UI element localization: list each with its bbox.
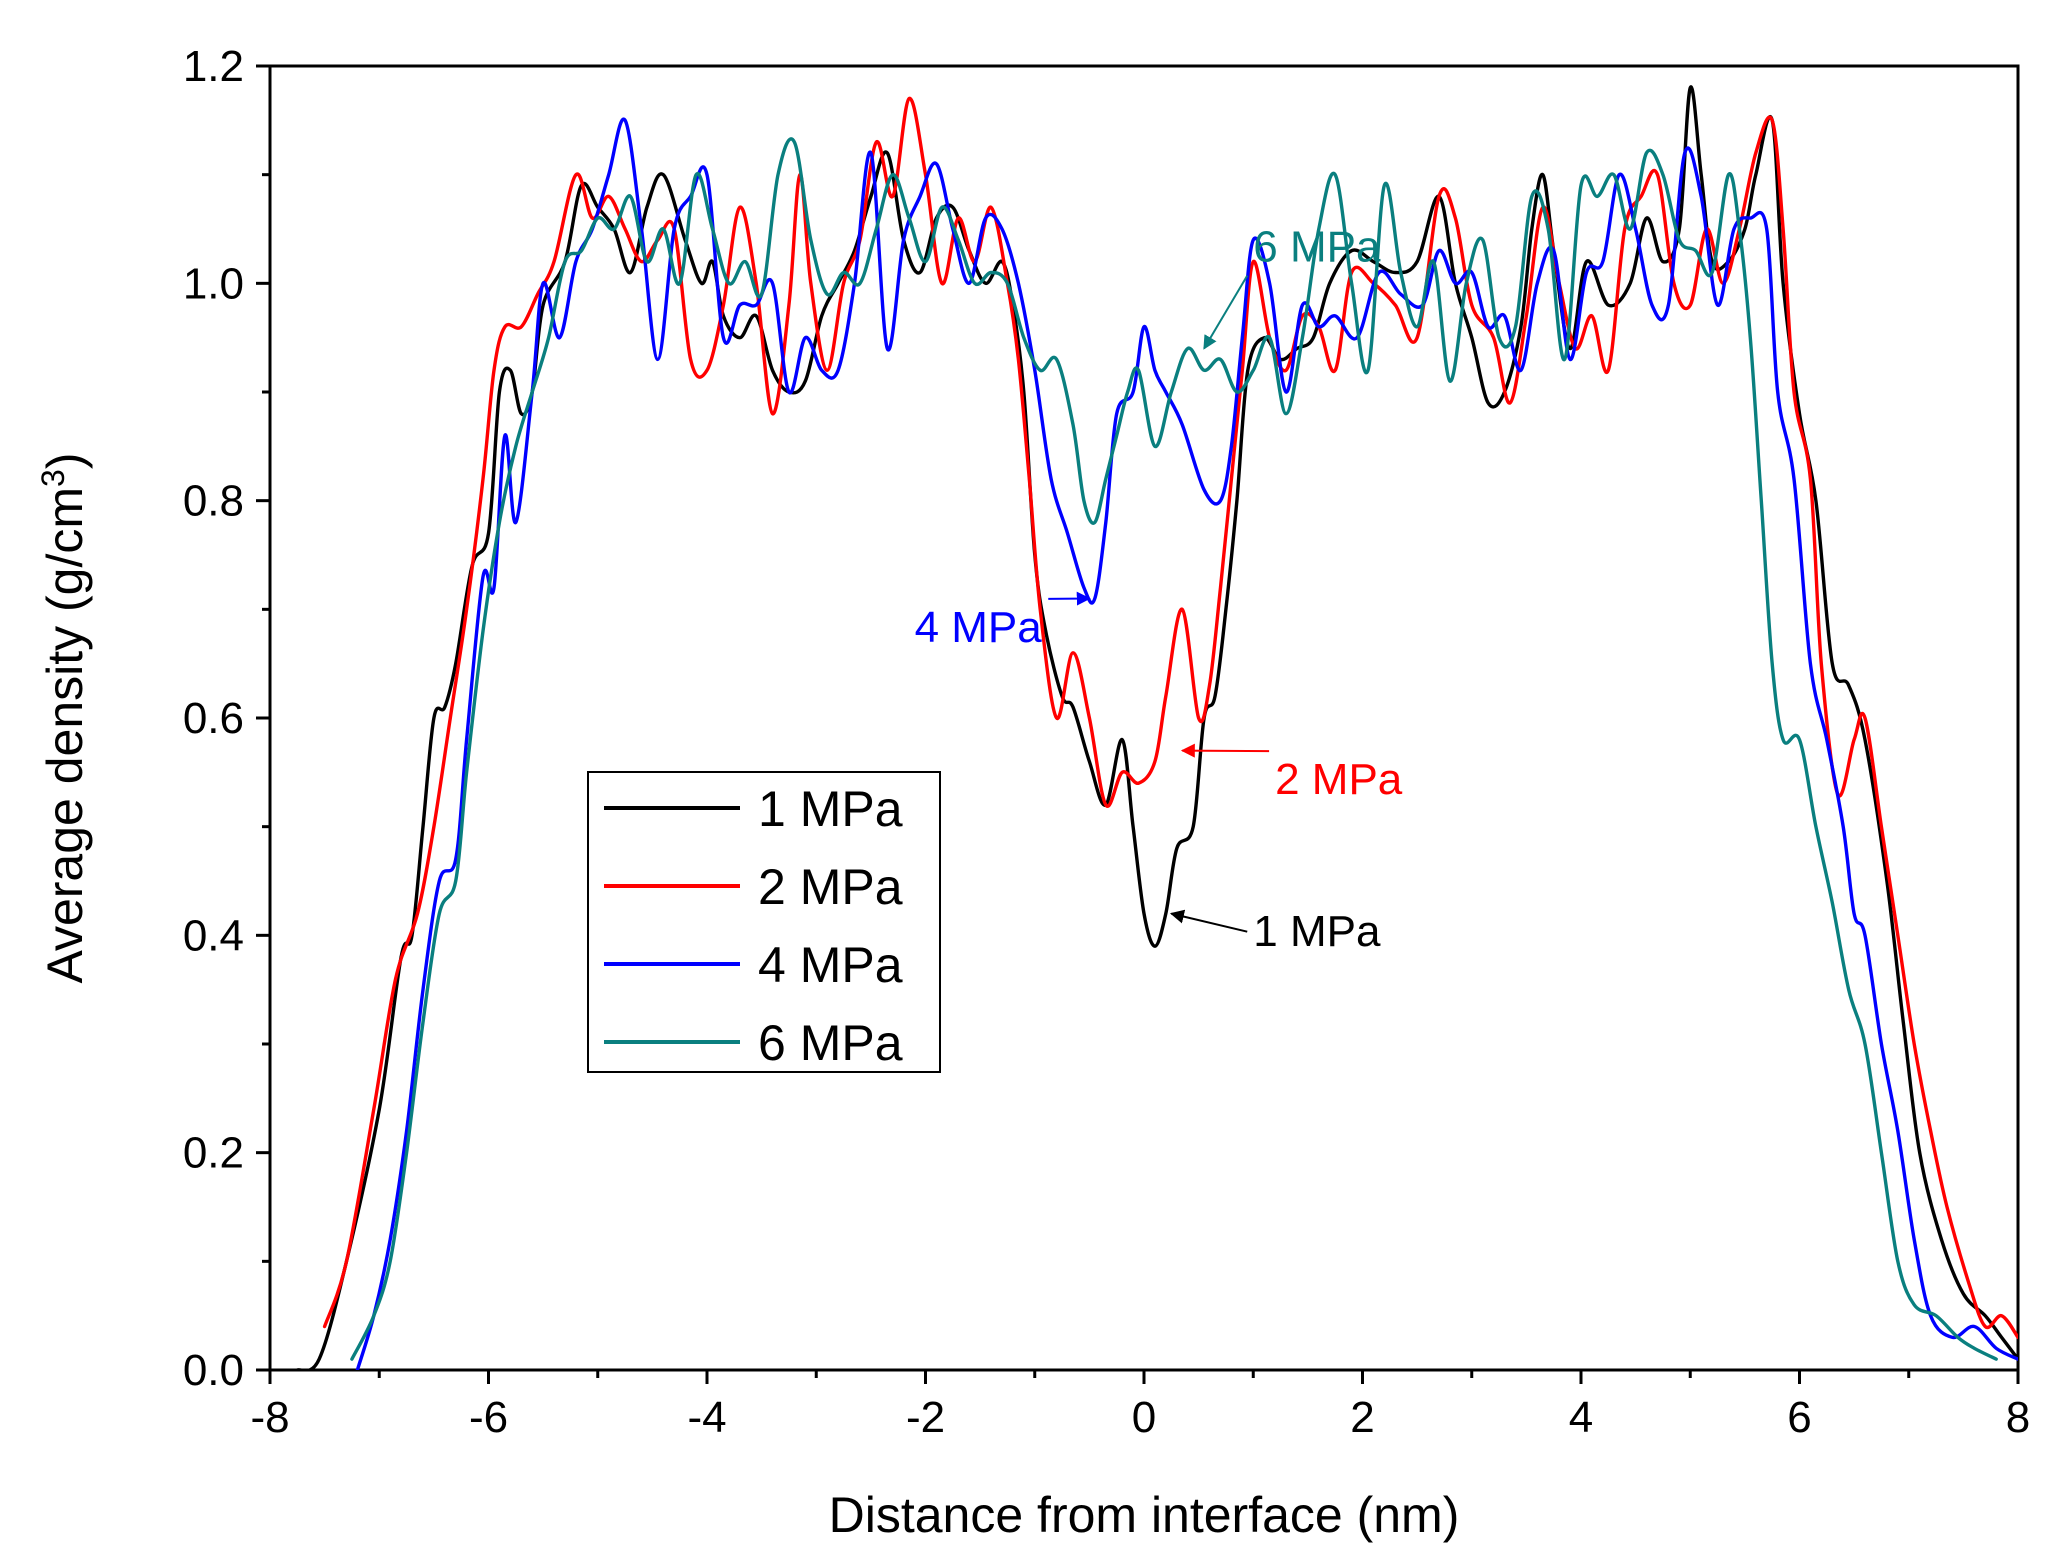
y-tick-label: 1.2 xyxy=(183,42,244,91)
series-line-4-mpa xyxy=(355,117,2018,1370)
series-lines xyxy=(295,85,2018,1370)
x-tick-label: -6 xyxy=(469,1393,508,1442)
y-tick-labels: 0.0 0.2 0.4 0.6 0.8 1.0 1.2 xyxy=(183,42,244,1395)
x-tick-labels: -8 -6 -4 -2 0 2 4 6 8 xyxy=(250,1393,2030,1442)
legend-label-4-mpa: 4 MPa xyxy=(758,937,903,993)
annotations: 6 MPa 4 MPa 2 MPa 1 MPa xyxy=(915,223,1403,957)
annotation-label-4-mpa: 4 MPa xyxy=(915,603,1043,652)
plot-frame xyxy=(268,64,2020,1372)
x-axis-title: Distance from interface (nm) xyxy=(829,1487,1460,1543)
series-line-6-mpa xyxy=(350,137,1998,1361)
y-tick-label: 0.4 xyxy=(183,911,244,960)
x-tick-label: 0 xyxy=(1132,1393,1156,1442)
x-tick-label: 6 xyxy=(1787,1393,1811,1442)
legend-label-1-mpa: 1 MPa xyxy=(758,781,903,837)
y-axis-title: Average density (g/cm3) xyxy=(35,453,93,984)
x-tick-label: 4 xyxy=(1569,1393,1593,1442)
y-tick-label: 0.8 xyxy=(183,477,244,526)
y-axis-title-sup: 3 xyxy=(35,469,71,487)
y-axis-title-close: ) xyxy=(37,453,93,470)
y-tick-label: 1.0 xyxy=(183,259,244,308)
legend-label-2-mpa: 2 MPa xyxy=(758,859,903,915)
x-tick-label: -4 xyxy=(687,1393,726,1442)
y-tick-label: 0.6 xyxy=(183,694,244,743)
legend-label-6-mpa: 6 MPa xyxy=(758,1015,903,1071)
axis-ticks xyxy=(256,64,2020,1384)
annotation-label-1-mpa: 1 MPa xyxy=(1253,907,1381,956)
series-line-2-mpa xyxy=(322,96,2018,1340)
annotation-arrow-1-mpa xyxy=(1169,909,1248,933)
series-line-1-mpa xyxy=(295,85,2018,1370)
y-axis-title-main: Average density (g/cm xyxy=(37,487,93,984)
annotation-label-6-mpa: 6 MPa xyxy=(1253,223,1381,272)
annotation-arrow-6-mpa xyxy=(1203,275,1249,350)
x-tick-label: -8 xyxy=(250,1393,289,1442)
annotation-label-2-mpa: 2 MPa xyxy=(1275,755,1403,804)
legend: 1 MPa 2 MPa 4 MPa 6 MPa xyxy=(587,771,941,1073)
legend-box xyxy=(587,771,941,1073)
x-tick-label: 8 xyxy=(2006,1393,2030,1442)
y-tick-label: 0.0 xyxy=(183,1346,244,1395)
y-tick-label: 0.2 xyxy=(183,1129,244,1178)
x-tick-label: -2 xyxy=(906,1393,945,1442)
x-tick-label: 2 xyxy=(1350,1393,1374,1442)
